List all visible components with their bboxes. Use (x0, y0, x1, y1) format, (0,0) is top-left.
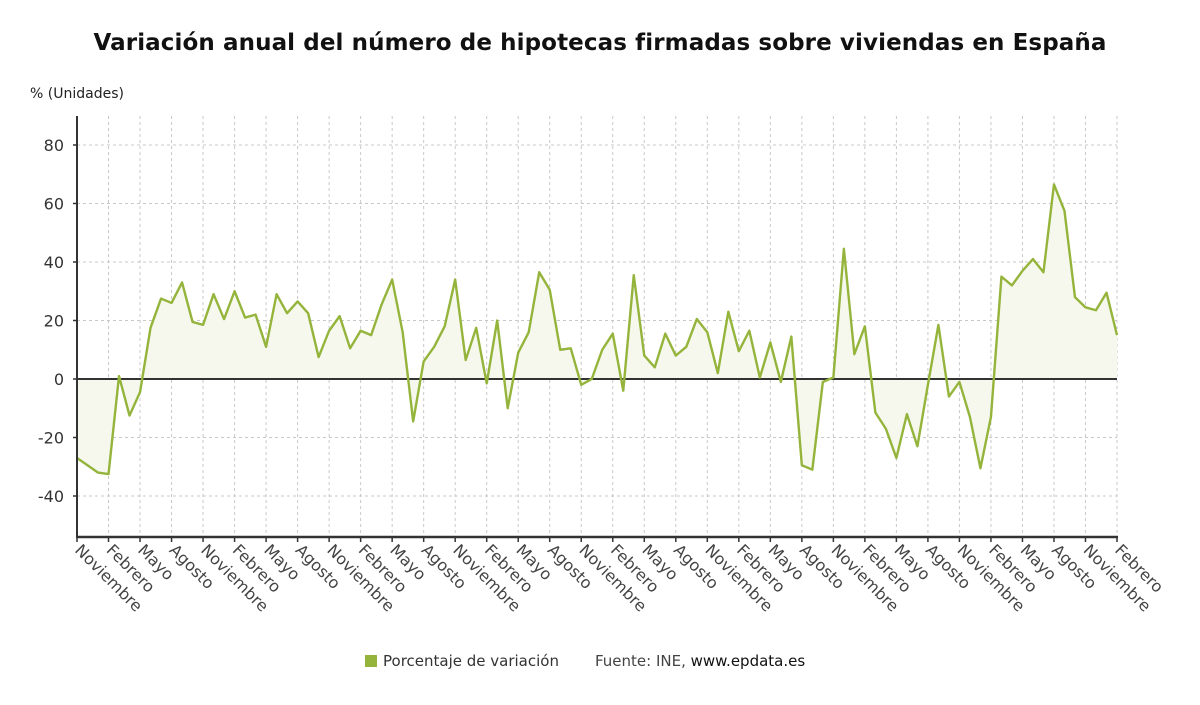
legend-label: Porcentaje de variación (383, 652, 559, 670)
x-axis-ticks: NoviembreFebreroMayoAgostoNoviembreFebre… (71, 537, 1167, 616)
area-fill (77, 184, 1117, 475)
y-tick-label: -20 (38, 429, 64, 448)
legend-swatch (365, 655, 377, 667)
legend: Porcentaje de variación Fuente: INE, www… (365, 652, 805, 670)
source-text: Fuente: INE, (594, 652, 686, 670)
y-tick-label: 60 (44, 195, 64, 214)
source-label: Fuente: INE, www.epdata.es (595, 652, 805, 670)
series-line (76, 183, 1119, 476)
y-tick-label: 20 (44, 312, 64, 331)
y-axis-ticks: -40 -20 0 20 40 60 80 (38, 136, 77, 506)
y-tick-label: 80 (44, 136, 64, 155)
y-tick-label: 40 (44, 253, 64, 272)
source-site: www.epdata.es (690, 652, 806, 670)
chart-title: Variación anual del número de hipotecas … (93, 30, 1107, 56)
y-axis-unit-label: % (Unidades) (30, 86, 124, 102)
y-tick-label: 0 (54, 370, 64, 389)
y-tick-label: -40 (38, 487, 64, 506)
